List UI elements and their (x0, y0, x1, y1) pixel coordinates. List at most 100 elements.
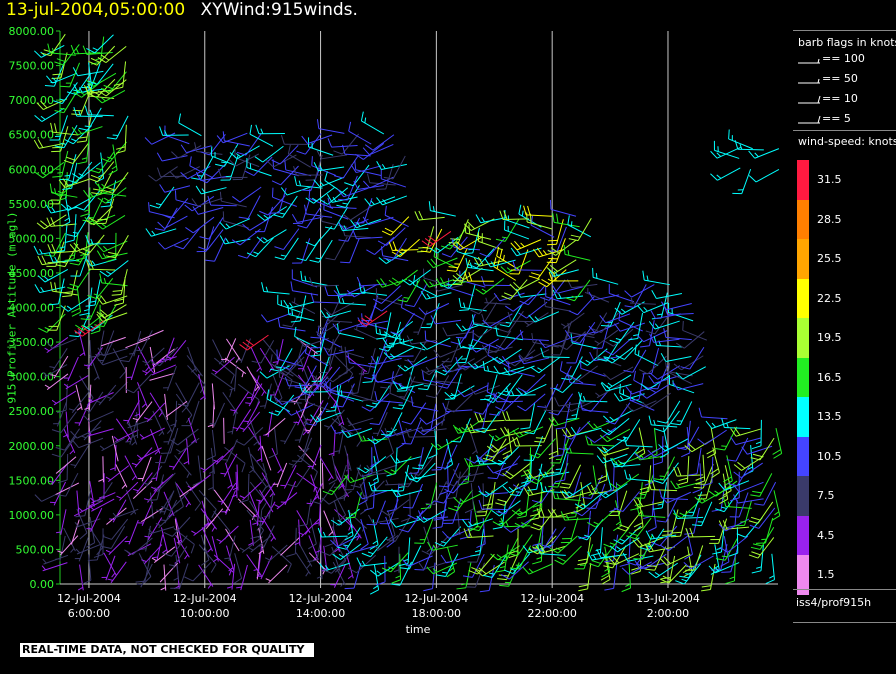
barb-flag-5 (141, 559, 147, 563)
barb-shaft (128, 519, 139, 545)
wind-barb (510, 247, 542, 257)
wind-barb (274, 237, 299, 261)
barb-shaft (504, 219, 530, 229)
barb-flag-10 (301, 391, 311, 397)
wind-barb (508, 534, 533, 557)
barb-flag-5 (372, 477, 378, 481)
wind-barb (546, 238, 566, 264)
wind-barb (547, 239, 577, 256)
barb-flag-10 (468, 272, 473, 282)
wind-barb (624, 284, 655, 298)
wind-barb (512, 436, 542, 447)
barb-shaft (262, 525, 275, 550)
barb-shaft (479, 528, 485, 555)
barb-shaft (503, 455, 521, 477)
barb-flag-5 (69, 449, 74, 455)
barb-flag-5 (248, 547, 254, 551)
wind-barb (455, 321, 487, 332)
wind-barb (180, 144, 212, 154)
barb-shaft (318, 166, 345, 172)
barb-flag-5 (306, 502, 313, 505)
barb-shaft (149, 526, 175, 535)
barb-flag-10 (391, 579, 401, 584)
barb-shaft (260, 340, 275, 364)
barb-shaft (253, 156, 273, 176)
barb-flag-10 (408, 477, 418, 483)
barb-flag-10 (626, 561, 637, 566)
barb-flag-5 (602, 457, 608, 462)
barb-flag-10 (515, 388, 524, 396)
barb-shaft (55, 482, 80, 496)
wind-barb (568, 218, 592, 242)
barb-flag-10 (402, 559, 410, 567)
wind-barb (492, 348, 522, 365)
barb-shaft (105, 187, 127, 204)
barb-flag-5 (327, 315, 330, 321)
barb-flag-10 (266, 160, 274, 168)
barb-flag-10 (397, 299, 407, 303)
barb-flag-10 (433, 371, 438, 382)
barb-shaft (331, 418, 354, 435)
barb-flag-10 (66, 156, 76, 161)
barb-shaft (286, 186, 312, 196)
wind-barb (300, 270, 328, 286)
barb-flag-5 (70, 138, 77, 142)
barb-flag-10 (421, 428, 432, 432)
wind-barb (733, 456, 764, 471)
barb-shaft (569, 482, 592, 498)
wind-barb (715, 490, 740, 513)
barb-shaft (186, 145, 212, 154)
barb-flag-10 (383, 331, 393, 338)
barb-shaft (105, 198, 115, 224)
barb-flag-10 (52, 73, 63, 76)
barb-flag-5 (619, 538, 626, 542)
wind-barb (715, 426, 738, 451)
barb-flag-10 (60, 85, 70, 88)
barb-flag-5 (432, 544, 437, 550)
wind-barb (640, 375, 671, 391)
barb-flag-10 (423, 279, 430, 288)
barb-flag-10 (608, 557, 616, 565)
barb-shaft (610, 301, 621, 327)
barb-flag-10 (108, 251, 118, 255)
barb-flag-10 (412, 467, 422, 470)
barb-flag-10 (159, 184, 166, 193)
barb-flag-10 (368, 481, 373, 492)
barb-flag-5 (714, 490, 720, 495)
barb-shaft (590, 474, 603, 499)
barb-flag-10 (470, 309, 480, 315)
barb-flag-10 (511, 509, 521, 517)
barb-shaft (349, 545, 376, 554)
barb-shaft (312, 284, 339, 287)
barb-flag-10 (514, 522, 524, 529)
barb-flag-10 (613, 539, 623, 545)
barb-shaft (44, 214, 67, 230)
barb-flag-10 (587, 522, 596, 528)
barb-shaft (65, 172, 68, 199)
wind-barb (330, 424, 362, 434)
barb-flag-10 (601, 578, 611, 585)
wind-barb (639, 355, 667, 375)
barb-flag-5 (501, 236, 508, 239)
barb-flag-10 (75, 257, 86, 261)
barb-shaft (115, 418, 132, 441)
barb-flag-10 (298, 382, 304, 393)
barb-flag-10 (427, 541, 433, 551)
wind-barb (667, 362, 692, 385)
barb-shaft (172, 546, 188, 569)
barb-flag-5 (256, 458, 262, 462)
barb-flag-10 (589, 563, 599, 568)
barb-flag-10 (494, 472, 504, 477)
barb-flag-10 (99, 273, 103, 283)
wind-barb (599, 313, 631, 324)
barb-flag-10 (771, 515, 781, 522)
wind-barb (88, 418, 91, 445)
barb-shaft (149, 392, 165, 416)
barb-flag-10 (589, 351, 595, 361)
barb-shaft (653, 427, 658, 454)
barb-shaft (423, 509, 447, 523)
wind-barb (401, 269, 432, 286)
barb-flag-10 (527, 469, 534, 478)
barb-shaft (141, 427, 165, 440)
barb-shaft (484, 302, 511, 305)
